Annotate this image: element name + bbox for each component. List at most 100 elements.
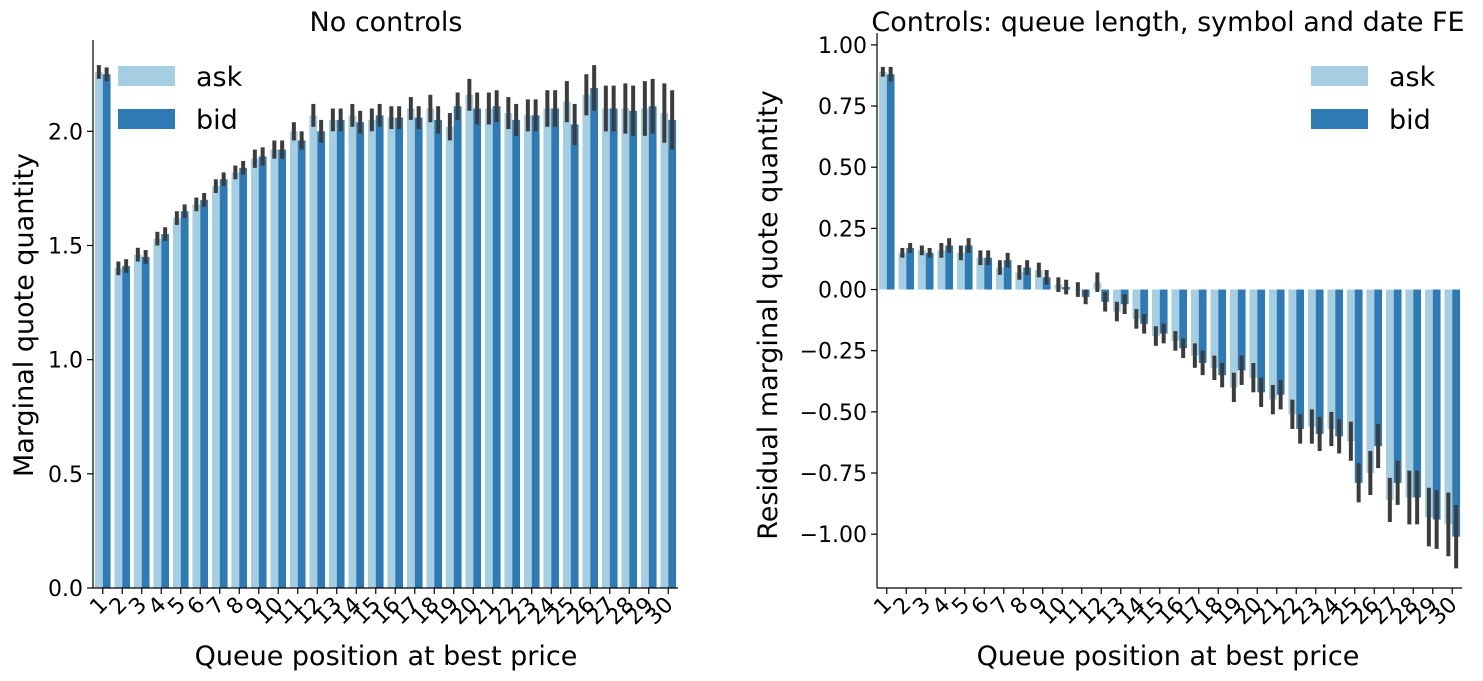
y-tick-label: 0.50 (818, 156, 867, 181)
bar-bid-17 (1198, 289, 1207, 363)
bar-ask-12 (309, 115, 318, 588)
bar-ask-3 (133, 254, 142, 588)
bar-ask-8 (231, 172, 240, 588)
bar-ask-28 (621, 108, 630, 588)
legend-swatch-bid (1311, 109, 1368, 129)
bar-bid-28 (629, 110, 638, 588)
y-tick-label: 1.5 (48, 235, 83, 260)
y-axis-label: Marginal quote quantity (9, 153, 40, 477)
chart-title: No controls (310, 7, 463, 38)
bar-ask-18 (426, 108, 435, 588)
bar-ask-18 (1210, 289, 1219, 368)
bar-ask-20 (1249, 289, 1258, 378)
y-tick-label: −1.00 (800, 523, 867, 548)
bar-bid-4 (945, 245, 954, 290)
bar-bid-2 (906, 247, 915, 290)
legend-swatch-ask (118, 66, 175, 86)
bar-bid-1 (886, 74, 895, 290)
bar-ask-4 (937, 250, 946, 290)
bar-ask-4 (153, 238, 162, 588)
bar-bid-6 (200, 199, 209, 588)
y-tick-label: 0.25 (818, 217, 867, 242)
bar-ask-19 (445, 126, 454, 589)
x-axis-label: Queue position at best price (977, 641, 1360, 672)
bar-bid-17 (414, 117, 423, 588)
bar-bid-8 (1023, 267, 1032, 290)
legend: ask bid (1311, 62, 1436, 136)
bar-bid-27 (1393, 289, 1402, 483)
bar-ask-28 (1405, 289, 1414, 498)
y-tick-label: −0.50 (800, 401, 867, 426)
bar-bid-25 (570, 124, 579, 588)
x-axis: 1234567891011121314151617181920212223242… (869, 587, 1462, 630)
bar-ask-16 (1171, 289, 1180, 341)
bar-bid-16 (395, 117, 404, 588)
legend-label-bid: bid (196, 105, 238, 136)
legend-label-bid: bid (1389, 105, 1431, 136)
bar-bid-5 (180, 211, 189, 588)
bar-ask-23 (523, 115, 532, 588)
bar-bid-15 (375, 115, 384, 588)
bar-ask-27 (601, 108, 610, 588)
bar-ask-16 (387, 117, 396, 588)
bar-ask-3 (917, 250, 926, 290)
bar-ask-17 (1190, 289, 1199, 356)
bar-bid-7 (1003, 260, 1012, 290)
x-axis-label: Queue position at best price (195, 641, 578, 672)
bar-bid-23 (531, 115, 540, 588)
bar-ask-26 (582, 94, 591, 589)
bar-bid-22 (512, 119, 521, 589)
bar-ask-21 (1268, 289, 1277, 400)
bar-ask-22 (504, 113, 513, 588)
bar-bid-16 (1179, 289, 1188, 349)
bar-ask-15 (1151, 289, 1160, 337)
bar-bid-19 (1237, 289, 1246, 371)
bar-ask-20 (465, 94, 474, 589)
bar-ask-9 (250, 158, 259, 589)
bar-bid-20 (1257, 289, 1266, 393)
bar-bid-3 (141, 256, 150, 588)
bar-ask-21 (484, 108, 493, 588)
bar-ask-24 (543, 108, 552, 588)
chart-panel-controls: Controls: queue length, symbol and date … (753, 7, 1465, 672)
bar-bid-21 (492, 106, 501, 588)
bars (878, 71, 1461, 537)
bar-ask-25 (1346, 289, 1355, 442)
bar-bid-18 (434, 119, 443, 589)
legend-swatch-ask (1311, 66, 1368, 86)
bar-ask-24 (1327, 289, 1336, 429)
chart-panel-no-controls: No controls Queue position at best price… (9, 7, 678, 672)
legend-swatch-bid (118, 109, 175, 129)
bar-ask-7 (995, 267, 1004, 290)
bar-bid-24 (1335, 289, 1344, 437)
bar-ask-6 (192, 204, 201, 588)
bar-bid-15 (1159, 289, 1168, 334)
y-axis: 0.0 0.5 1.0 1.5 2.0 (48, 40, 94, 602)
bar-ask-27 (1385, 289, 1394, 500)
bar-ask-30 (660, 113, 669, 588)
bar-bid-13 (336, 119, 345, 589)
bar-ask-1 (94, 71, 103, 589)
bar-bid-2 (122, 266, 131, 588)
bar-bid-3 (925, 252, 934, 290)
bar-ask-6 (976, 257, 985, 290)
bar-bid-28 (1413, 289, 1422, 498)
bar-bid-22 (1296, 289, 1305, 429)
y-tick-label: 2.0 (48, 120, 83, 145)
bar-bid-27 (609, 108, 618, 588)
bar-ask-17 (406, 108, 415, 588)
y-tick-label: 0.0 (48, 577, 83, 602)
bar-bid-18 (1218, 289, 1227, 376)
bar-bid-14 (1140, 289, 1149, 324)
bar-bid-20 (473, 108, 482, 588)
bar-ask-5 (172, 218, 181, 588)
bar-bid-25 (1354, 289, 1363, 483)
error-bars (96, 65, 675, 276)
y-tick-label: −0.75 (800, 462, 867, 487)
bars (94, 71, 677, 589)
bar-bid-7 (219, 179, 228, 588)
y-tick-label: 1.0 (48, 349, 83, 374)
bar-bid-26 (1374, 289, 1383, 447)
bar-ask-7 (211, 186, 220, 588)
